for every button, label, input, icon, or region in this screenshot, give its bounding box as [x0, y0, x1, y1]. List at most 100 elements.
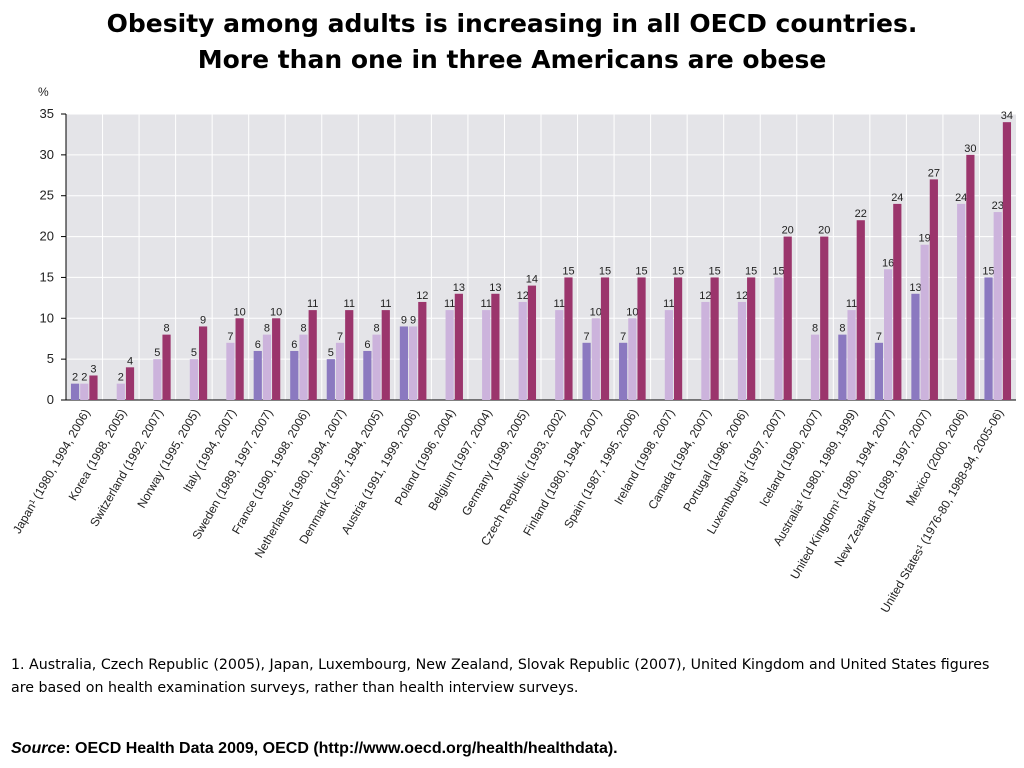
bar-value-label: 7: [337, 331, 343, 343]
source-text: : OECD Health Data 2009, OECD (http://ww…: [65, 740, 618, 757]
bar-value-label: 2: [118, 372, 124, 384]
bar: [911, 293, 920, 400]
bar-value-label: 12: [699, 290, 711, 302]
bar: [966, 154, 975, 400]
bar: [454, 293, 463, 400]
bar: [993, 212, 1002, 400]
bar: [984, 277, 993, 400]
bar: [335, 342, 345, 400]
y-tick-label: 10: [40, 310, 54, 325]
bar: [582, 342, 591, 400]
bar: [226, 342, 235, 400]
bar-value-label: 27: [928, 167, 940, 179]
bar: [747, 277, 756, 400]
bar-value-label: 24: [955, 192, 967, 204]
bar: [80, 383, 89, 400]
bar-value-label: 12: [517, 290, 529, 302]
footnote: 1. Australia, Czech Republic (2005), Jap…: [11, 657, 990, 696]
bar-value-label: 9: [200, 314, 206, 326]
bar: [363, 350, 372, 400]
bar-value-label: 15: [745, 265, 757, 277]
bar-value-label: 8: [300, 323, 306, 335]
bar: [810, 334, 820, 400]
bar-value-label: 9: [401, 314, 407, 326]
bar-value-label: 5: [191, 347, 197, 359]
x-category-label: Belgium (1997, 2004): [425, 407, 494, 513]
bar-value-label: 3: [90, 363, 96, 375]
bar: [710, 277, 719, 400]
bar-value-label: 11: [380, 298, 391, 310]
bar: [189, 359, 198, 400]
bar: [253, 350, 262, 400]
bar-value-label: 15: [672, 265, 684, 277]
bar-value-label: 5: [328, 347, 334, 359]
bar-value-label: 10: [626, 306, 638, 318]
y-tick-label: 25: [40, 188, 54, 203]
bar-value-label: 19: [919, 233, 931, 245]
bar-value-label: 5: [154, 347, 160, 359]
bar: [326, 359, 335, 400]
bar: [70, 383, 80, 400]
bar-value-label: 8: [839, 323, 845, 335]
bar-value-label: 20: [818, 225, 830, 237]
bar: [235, 318, 244, 400]
bar: [418, 301, 427, 400]
bar-value-label: 11: [663, 298, 674, 310]
source-label: Source: [11, 740, 66, 757]
bar-value-label: 13: [489, 282, 501, 294]
bar: [920, 244, 929, 400]
bar: [929, 179, 938, 400]
bar-value-label: 8: [163, 323, 169, 335]
bar: [527, 285, 537, 400]
bar-value-label: 24: [891, 192, 903, 204]
title-line-1: Obesity among adults is increasing in al…: [106, 9, 918, 38]
bar: [673, 277, 683, 400]
bar-value-label: 13: [909, 282, 921, 294]
bar: [290, 350, 299, 400]
bar: [856, 220, 865, 400]
bar: [162, 334, 171, 400]
bar-value-label: 8: [812, 323, 818, 335]
bar-value-label: 30: [964, 143, 976, 155]
bar-value-label: 15: [772, 265, 784, 277]
bar-value-label: 11: [444, 298, 455, 310]
bar: [262, 334, 272, 400]
y-tick-label: 30: [40, 147, 54, 162]
y-tick-label: 20: [40, 229, 54, 244]
bar: [637, 277, 646, 400]
bar-value-label: 15: [635, 265, 647, 277]
bar: [600, 277, 610, 400]
bar: [125, 367, 135, 400]
bar: [701, 301, 710, 400]
bar: [783, 236, 792, 400]
bar-value-label: 11: [554, 298, 565, 310]
bar-value-label: 2: [72, 372, 78, 384]
bar-value-label: 16: [882, 257, 894, 269]
bar-value-label: 13: [453, 282, 465, 294]
chart-title: Obesity among adults is increasing in al…: [0, 6, 1024, 78]
bar-value-label: 6: [364, 339, 370, 351]
bar: [591, 318, 600, 400]
bar: [893, 203, 902, 400]
bar: [445, 310, 454, 400]
source-line: Source: OECD Health Data 2009, OECD (htt…: [11, 740, 618, 758]
bar: [116, 383, 125, 400]
bar-value-label: 12: [736, 290, 748, 302]
bar: [198, 326, 208, 400]
x-category-label: Portugal (1996, 2006): [680, 407, 750, 515]
bar: [299, 334, 308, 400]
y-axis-label: %: [38, 85, 49, 99]
y-tick-label: 0: [47, 392, 54, 407]
bar: [1002, 122, 1012, 400]
bar: [774, 277, 783, 400]
bar-value-label: 10: [233, 306, 245, 318]
bar: [153, 359, 162, 400]
bar: [847, 310, 856, 400]
bar-value-label: 11: [480, 298, 491, 310]
bar-value-label: 15: [599, 265, 611, 277]
bar-value-label: 9: [410, 314, 416, 326]
bar-value-label: 15: [982, 265, 994, 277]
bar-value-label: 7: [620, 331, 626, 343]
bar-value-label: 4: [127, 355, 133, 367]
bar: [555, 310, 564, 400]
